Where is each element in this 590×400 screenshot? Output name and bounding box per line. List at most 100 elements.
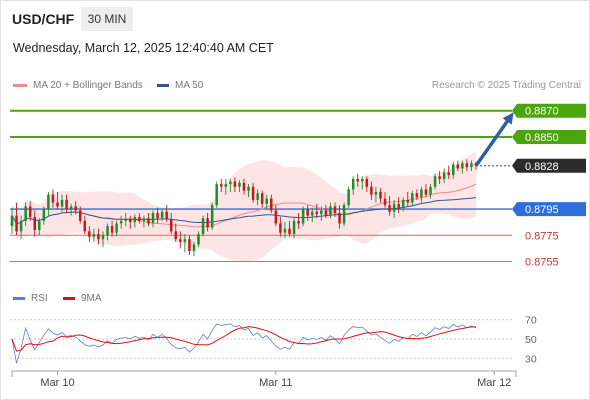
candle-body bbox=[388, 205, 391, 212]
candle-body bbox=[429, 186, 432, 195]
candle-body bbox=[78, 210, 82, 221]
candle bbox=[270, 194, 273, 213]
candle bbox=[133, 214, 137, 228]
candle-body bbox=[415, 193, 419, 198]
candle-body bbox=[65, 199, 68, 210]
candle-body bbox=[347, 189, 350, 206]
candle-body bbox=[338, 213, 341, 224]
candle bbox=[69, 203, 73, 216]
candle bbox=[260, 190, 264, 208]
timeframe-button[interactable]: 30 MIN bbox=[81, 7, 133, 31]
candle bbox=[329, 202, 332, 219]
rsi-swatch bbox=[13, 297, 25, 300]
candle bbox=[338, 205, 341, 229]
level-labels-layer: 0.8870 0.8850 0.8828 0.8795 0.8775 0.8755 bbox=[512, 103, 586, 269]
candle-body bbox=[356, 178, 359, 182]
candle bbox=[183, 233, 187, 253]
candle bbox=[424, 184, 428, 198]
candle-body bbox=[397, 203, 400, 208]
candle-body bbox=[183, 239, 187, 242]
candle-body bbox=[447, 172, 450, 175]
candle bbox=[247, 184, 250, 198]
candle-body bbox=[383, 198, 387, 206]
candle-body bbox=[97, 233, 100, 240]
candle bbox=[233, 177, 237, 193]
rsi-panel: 70 50 30 bbox=[10, 315, 537, 365]
candle-body bbox=[56, 202, 59, 207]
candle-body bbox=[260, 193, 264, 204]
candle bbox=[429, 184, 432, 199]
candle-body bbox=[310, 211, 314, 216]
candle-body bbox=[92, 233, 96, 237]
candle-body bbox=[174, 231, 178, 240]
candle bbox=[106, 223, 109, 241]
candle-body bbox=[47, 194, 50, 210]
candle bbox=[288, 220, 291, 237]
candle bbox=[274, 205, 278, 227]
candle-body bbox=[51, 194, 55, 203]
candle bbox=[420, 186, 423, 203]
candle-body bbox=[138, 216, 141, 221]
candle-body bbox=[24, 206, 27, 221]
candle-body bbox=[151, 213, 155, 224]
candle-body bbox=[156, 213, 159, 219]
candle bbox=[83, 215, 87, 234]
candle bbox=[201, 215, 205, 237]
candle bbox=[306, 205, 309, 221]
candle-body bbox=[188, 239, 191, 252]
candle-body bbox=[106, 226, 109, 236]
candle bbox=[24, 202, 27, 227]
candle bbox=[342, 202, 346, 227]
candle bbox=[310, 207, 314, 223]
candle bbox=[324, 205, 328, 219]
level-label-box bbox=[512, 129, 586, 144]
candle-body bbox=[438, 176, 441, 179]
level-label-box bbox=[512, 158, 586, 173]
candle-body bbox=[15, 215, 18, 232]
symbol-title: USD/CHF bbox=[12, 11, 75, 27]
candle-body bbox=[406, 199, 410, 203]
candle bbox=[465, 159, 469, 172]
candle bbox=[174, 223, 178, 242]
x-tick-label: Mar 11 bbox=[259, 377, 292, 389]
candle bbox=[160, 209, 164, 221]
candle-body bbox=[242, 182, 246, 191]
candle-body bbox=[119, 220, 123, 224]
candle-body bbox=[392, 203, 396, 212]
candle-body bbox=[74, 206, 77, 211]
candle-body bbox=[461, 163, 464, 169]
candle-body bbox=[256, 193, 259, 200]
candle bbox=[265, 194, 268, 210]
candle bbox=[74, 201, 77, 215]
candle bbox=[60, 194, 64, 212]
legend-9ma-label: 9MA bbox=[81, 293, 102, 304]
candle bbox=[388, 195, 391, 216]
candle-body bbox=[370, 186, 373, 195]
candle bbox=[401, 197, 405, 212]
candle bbox=[242, 178, 246, 195]
rsi-9ma-line bbox=[11, 326, 476, 352]
legend-bollinger-label: MA 20 + Bollinger Bands bbox=[33, 80, 143, 91]
candle-body bbox=[251, 186, 255, 200]
candle bbox=[142, 215, 146, 228]
candle-body bbox=[28, 206, 32, 217]
candle bbox=[47, 192, 50, 216]
candle bbox=[56, 192, 59, 210]
candle bbox=[374, 186, 378, 203]
candle bbox=[138, 213, 141, 224]
rsi-level-label: 50 bbox=[525, 334, 537, 346]
candle-body bbox=[265, 198, 268, 204]
candle bbox=[361, 176, 364, 190]
candle-body bbox=[283, 228, 287, 233]
candle-body bbox=[320, 210, 323, 215]
candle-body bbox=[333, 206, 337, 213]
candle-body bbox=[424, 189, 428, 195]
candle-body bbox=[274, 210, 278, 224]
candle bbox=[397, 197, 400, 213]
candle-body bbox=[374, 192, 378, 195]
candle bbox=[38, 218, 41, 236]
candle bbox=[197, 231, 200, 248]
candle-body bbox=[420, 189, 423, 198]
candle-body bbox=[201, 218, 205, 234]
